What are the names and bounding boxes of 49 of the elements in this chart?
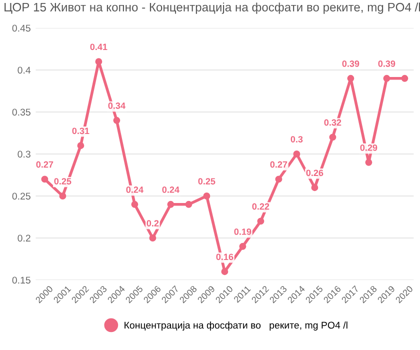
data-label: 0.2 — [146, 220, 159, 226]
data-label: 0.3 — [290, 136, 303, 143]
chart-title: ЦОР 15 Живот на копно - Концентрација на фосфати во реките, mg PO4 /l — [4, 2, 420, 14]
point — [203, 192, 210, 200]
point — [113, 116, 120, 124]
point — [311, 184, 318, 192]
y-tick-label: 0.45 — [12, 24, 30, 32]
point — [383, 74, 390, 82]
point — [41, 176, 48, 183]
data-label: 0.29 — [360, 144, 378, 151]
data-label: 0.25 — [54, 178, 72, 184]
legend-label: Концентрација на фосфати во реките, mg PO4 /l — [124, 322, 348, 331]
point — [149, 234, 156, 242]
data-label: 0.24 — [126, 186, 144, 193]
point — [221, 268, 228, 276]
point — [257, 218, 264, 225]
data-label: 0.41 — [90, 44, 108, 50]
point — [365, 158, 372, 166]
y-tick-label: 0.15 — [12, 276, 30, 284]
point — [131, 200, 138, 208]
data-label: 0.39 — [342, 60, 360, 67]
point — [77, 142, 84, 150]
point — [167, 200, 174, 208]
y-tick-label: 0.4 — [18, 66, 31, 74]
point — [347, 74, 354, 82]
point — [293, 150, 300, 158]
data-label: 0.22 — [252, 203, 270, 210]
y-tick-label: 0.25 — [12, 192, 30, 200]
y-tick-label: 0.35 — [12, 108, 30, 116]
point — [185, 200, 192, 208]
data-label: 0.39 — [378, 60, 396, 67]
data-label: 0.24 — [162, 186, 180, 193]
point — [401, 74, 408, 82]
data-label: 0.32 — [324, 119, 342, 126]
data-label: 0.26 — [306, 170, 324, 176]
y-tick-label: 0.2 — [18, 234, 30, 242]
point — [275, 176, 282, 183]
data-label: 0.16 — [216, 254, 234, 260]
data-label: 0.27 — [270, 161, 288, 168]
data-label: 0.19 — [234, 228, 252, 235]
y-tick-label: 0.3 — [18, 150, 30, 158]
data-label: 0.31 — [72, 128, 90, 134]
point — [329, 134, 336, 141]
point — [239, 242, 246, 250]
data-label: 0.34 — [108, 102, 126, 109]
point — [59, 192, 66, 200]
point — [95, 58, 102, 66]
data-label: 0.27 — [36, 161, 54, 168]
data-label: 0.25 — [198, 178, 216, 184]
